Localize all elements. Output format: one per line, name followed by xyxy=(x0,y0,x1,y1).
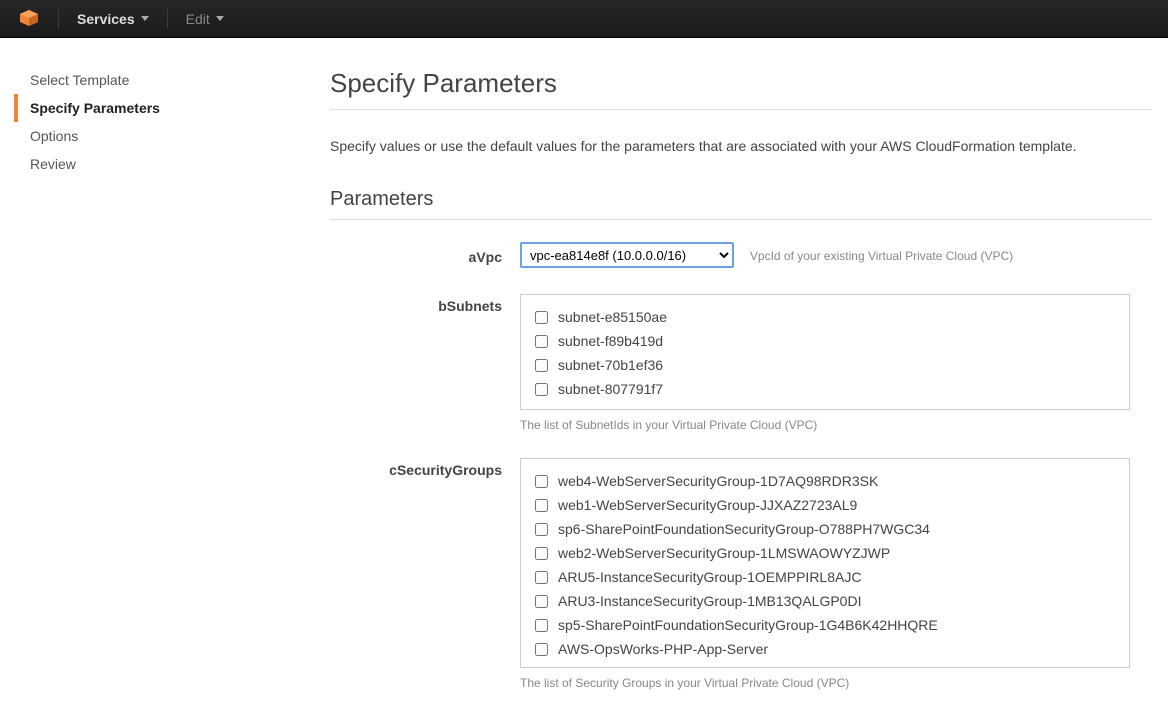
nav-divider xyxy=(58,9,59,29)
subnet-option[interactable]: subnet-e85150ae xyxy=(535,305,1115,329)
avpc-hint: VpcId of your existing Virtual Private C… xyxy=(750,249,1013,263)
nav-divider xyxy=(167,9,168,29)
security-group-checkbox[interactable] xyxy=(535,643,548,656)
security-group-option[interactable]: sp6-SharePointFoundationSecurityGroup-O7… xyxy=(535,517,1115,541)
param-label-csecuritygroups: cSecurityGroups xyxy=(330,458,520,478)
security-group-option-label: web1-WebServerSecurityGroup-JJXAZ2723AL9 xyxy=(558,497,857,513)
security-group-option[interactable]: ARU3-InstanceSecurityGroup-1MB13QALGP0DI xyxy=(535,589,1115,613)
security-group-option[interactable]: web2-WebServerSecurityGroup-1LMSWAOWYZJW… xyxy=(535,541,1115,565)
aws-logo-icon[interactable] xyxy=(18,8,40,30)
param-row-csecuritygroups: cSecurityGroups web4-WebServerSecurityGr… xyxy=(330,458,1152,690)
security-group-option-label: AWS-OpsWorks-PHP-App-Server xyxy=(558,641,768,657)
subnet-option[interactable]: subnet-f89b419d xyxy=(535,329,1115,353)
security-group-option-label: web4-WebServerSecurityGroup-1D7AQ98RDR3S… xyxy=(558,473,878,489)
security-group-option-label: ARU3-InstanceSecurityGroup-1MB13QALGP0DI xyxy=(558,593,861,609)
security-group-checkbox[interactable] xyxy=(535,595,548,608)
subnet-option-label: subnet-e85150ae xyxy=(558,309,667,325)
subnet-option-label: subnet-f89b419d xyxy=(558,333,663,349)
wizard-step[interactable]: Select Template xyxy=(14,66,230,94)
security-group-option[interactable]: web4-WebServerSecurityGroup-1D7AQ98RDR3S… xyxy=(535,469,1115,493)
security-group-checkbox[interactable] xyxy=(535,499,548,512)
page-title: Specify Parameters xyxy=(330,68,1152,110)
main-content: Specify Parameters Specify values or use… xyxy=(230,38,1168,716)
chevron-down-icon xyxy=(216,16,224,21)
wizard-step[interactable]: Review xyxy=(14,150,230,178)
security-group-option-label: sp5-SharePointFoundationSecurityGroup-1G… xyxy=(558,617,938,633)
security-group-checkbox[interactable] xyxy=(535,571,548,584)
subnet-option-label: subnet-70b1ef36 xyxy=(558,357,663,373)
edit-menu[interactable]: Edit xyxy=(186,11,224,27)
subnet-option[interactable]: subnet-70b1ef36 xyxy=(535,353,1115,377)
subnet-checkbox[interactable] xyxy=(535,359,548,372)
security-group-option-label: ARU5-InstanceSecurityGroup-1OEMPPIRL8AJC xyxy=(558,569,861,585)
security-group-option-label: sp6-SharePointFoundationSecurityGroup-O7… xyxy=(558,521,930,537)
top-navbar: Services Edit xyxy=(0,0,1168,38)
param-row-bsubnets: bSubnets subnet-e85150aesubnet-f89b419ds… xyxy=(330,294,1152,432)
security-group-checkbox[interactable] xyxy=(535,619,548,632)
security-group-option-label: web2-WebServerSecurityGroup-1LMSWAOWYZJW… xyxy=(558,545,890,561)
param-label-bsubnets: bSubnets xyxy=(330,294,520,314)
services-label: Services xyxy=(77,11,135,27)
param-row-avpc: aVpc vpc-ea814e8f (10.0.0.0/16) VpcId of… xyxy=(330,242,1152,268)
page-intro: Specify values or use the default values… xyxy=(330,138,1152,154)
avpc-select[interactable]: vpc-ea814e8f (10.0.0.0/16) xyxy=(520,242,734,268)
services-menu[interactable]: Services xyxy=(77,11,149,27)
wizard-sidebar: Select TemplateSpecify ParametersOptions… xyxy=(0,38,230,716)
security-group-option[interactable]: web1-WebServerSecurityGroup-JJXAZ2723AL9 xyxy=(535,493,1115,517)
subnet-checkbox[interactable] xyxy=(535,335,548,348)
chevron-down-icon xyxy=(141,16,149,21)
security-group-option[interactable]: sp5-SharePointFoundationSecurityGroup-1G… xyxy=(535,613,1115,637)
parameters-section-title: Parameters xyxy=(330,188,1152,220)
security-group-checkbox[interactable] xyxy=(535,523,548,536)
subnet-checkbox[interactable] xyxy=(535,383,548,396)
wizard-step[interactable]: Specify Parameters xyxy=(14,94,230,122)
edit-label: Edit xyxy=(186,11,210,27)
subnet-option[interactable]: subnet-807791f7 xyxy=(535,377,1115,401)
subnet-option-label: subnet-807791f7 xyxy=(558,381,663,397)
security-group-checkbox[interactable] xyxy=(535,475,548,488)
param-label-avpc: aVpc xyxy=(330,245,520,265)
bsubnets-listbox: subnet-e85150ae subnet-f89b419d subnet-70b… xyxy=(520,294,1130,410)
bsubnets-hint: The list of SubnetIds in your Virtual Pr… xyxy=(520,418,1152,432)
wizard-step[interactable]: Options xyxy=(14,122,230,150)
security-group-option[interactable]: AWS-OpsWorks-PHP-App-Server xyxy=(535,637,1115,661)
security-group-checkbox[interactable] xyxy=(535,547,548,560)
csecuritygroups-hint: The list of Security Groups in your Virt… xyxy=(520,676,1152,690)
subnet-checkbox[interactable] xyxy=(535,311,548,324)
csecuritygroups-listbox[interactable]: web4-WebServerSecurityGroup-1D7AQ98RDR3S… xyxy=(520,458,1130,668)
security-group-option[interactable]: ARU5-InstanceSecurityGroup-1OEMPPIRL8AJC xyxy=(535,565,1115,589)
